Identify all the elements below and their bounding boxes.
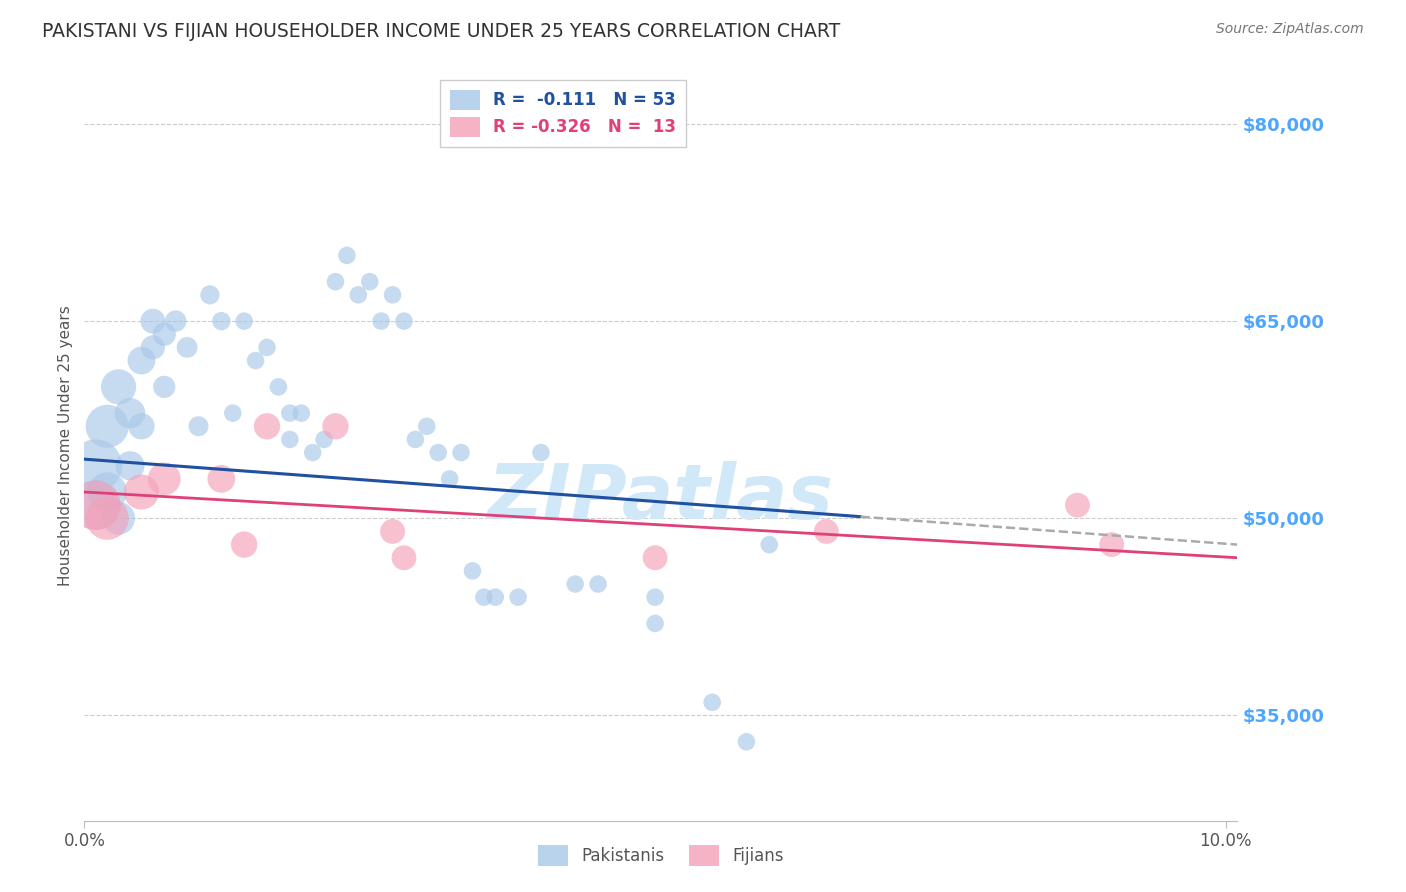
Point — [142, 340, 165, 354]
Point — [96, 419, 118, 434]
Point — [278, 433, 301, 447]
Text: PAKISTANI VS FIJIAN HOUSEHOLDER INCOME UNDER 25 YEARS CORRELATION CHART: PAKISTANI VS FIJIAN HOUSEHOLDER INCOME U… — [42, 22, 841, 41]
Point — [461, 564, 484, 578]
Point — [392, 550, 415, 565]
Point — [815, 524, 838, 539]
Point — [96, 511, 118, 525]
Point — [312, 433, 335, 447]
Point — [416, 419, 439, 434]
Point — [530, 445, 553, 459]
Point — [233, 314, 256, 328]
Point — [176, 340, 198, 354]
Point — [84, 458, 107, 473]
Point — [644, 550, 666, 565]
Point — [1066, 498, 1088, 512]
Point — [118, 458, 141, 473]
Point — [347, 288, 370, 302]
Point — [702, 695, 724, 709]
Point — [153, 380, 176, 394]
Point — [381, 524, 404, 539]
Point — [165, 314, 187, 328]
Point — [142, 314, 165, 328]
Point — [107, 511, 129, 525]
Point — [586, 577, 609, 591]
Point — [564, 577, 586, 591]
Point — [245, 353, 267, 368]
Point — [472, 590, 495, 604]
Text: Source: ZipAtlas.com: Source: ZipAtlas.com — [1216, 22, 1364, 37]
Point — [209, 314, 232, 328]
Point — [278, 406, 301, 420]
Point — [233, 538, 256, 552]
Point — [336, 248, 359, 262]
Point — [450, 445, 472, 459]
Point — [131, 419, 153, 434]
Y-axis label: Householder Income Under 25 years: Householder Income Under 25 years — [58, 306, 73, 586]
Point — [508, 590, 530, 604]
Point — [439, 472, 461, 486]
Point — [131, 353, 153, 368]
Point — [256, 340, 278, 354]
Point — [84, 498, 107, 512]
Point — [256, 419, 278, 434]
Point — [735, 735, 758, 749]
Point — [644, 590, 666, 604]
Point — [222, 406, 245, 420]
Text: ZIPatlas: ZIPatlas — [488, 461, 834, 535]
Point — [84, 498, 107, 512]
Point — [644, 616, 666, 631]
Point — [484, 590, 506, 604]
Point — [381, 288, 404, 302]
Point — [758, 538, 780, 552]
Point — [107, 380, 129, 394]
Point — [198, 288, 221, 302]
Point — [301, 445, 323, 459]
Point — [153, 472, 176, 486]
Point — [359, 275, 381, 289]
Point — [427, 445, 450, 459]
Point — [209, 472, 232, 486]
Point — [118, 406, 141, 420]
Point — [392, 314, 415, 328]
Point — [267, 380, 290, 394]
Point — [404, 433, 426, 447]
Point — [131, 485, 153, 500]
Point — [187, 419, 209, 434]
Point — [1101, 538, 1123, 552]
Point — [153, 327, 176, 342]
Point — [325, 419, 347, 434]
Legend: Pakistanis, Fijians: Pakistanis, Fijians — [531, 838, 790, 872]
Point — [370, 314, 392, 328]
Point — [290, 406, 312, 420]
Point — [325, 275, 347, 289]
Point — [96, 485, 118, 500]
